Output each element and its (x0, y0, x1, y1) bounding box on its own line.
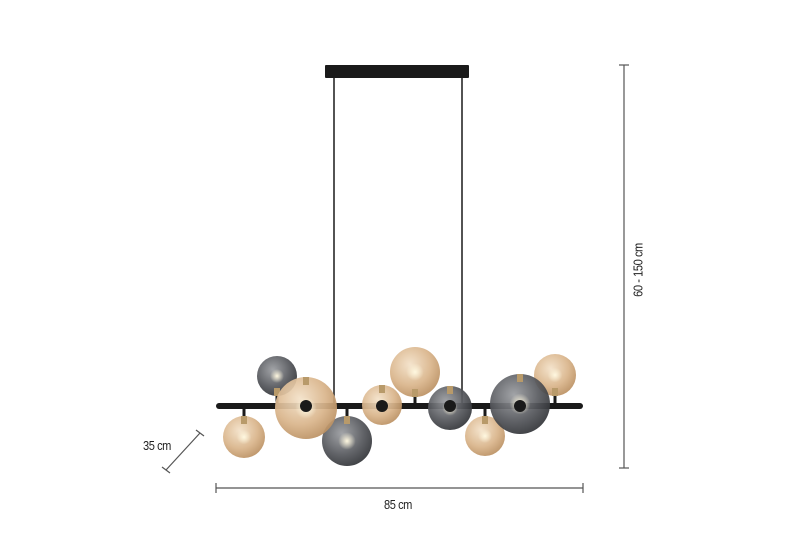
bulb-glow (338, 432, 356, 450)
bulb-holder (482, 416, 488, 424)
width-label: 85 cm (384, 497, 412, 512)
bulb-glow (478, 429, 492, 443)
bulb-glow (406, 363, 424, 381)
bulb-holder (447, 386, 453, 394)
bar-socket (300, 400, 312, 412)
bulb-glow (270, 369, 284, 383)
bulb-holder (303, 377, 309, 385)
bar-socket (376, 400, 388, 412)
bulb-holder (241, 416, 247, 424)
bulb-holder (552, 388, 558, 396)
depth-dimension-line (165, 432, 201, 471)
bulb-holder (274, 388, 280, 396)
ceiling-canopy (325, 65, 469, 78)
dimension-lines (161, 64, 629, 493)
depth-label: 35 cm (143, 438, 171, 453)
bulb-holder (344, 416, 350, 424)
bar-socket (514, 400, 526, 412)
bar-socket (444, 400, 456, 412)
height-label: 60 - 150 cm (630, 243, 646, 297)
chandelier (216, 65, 583, 466)
bulb-glow (236, 429, 252, 445)
bulb-holder (517, 374, 523, 382)
bulb-glow (547, 367, 563, 383)
bulb-holder (412, 389, 418, 397)
bulb-holder (379, 385, 385, 393)
depth-tick-top (195, 429, 205, 437)
depth-tick-bottom (161, 466, 171, 474)
